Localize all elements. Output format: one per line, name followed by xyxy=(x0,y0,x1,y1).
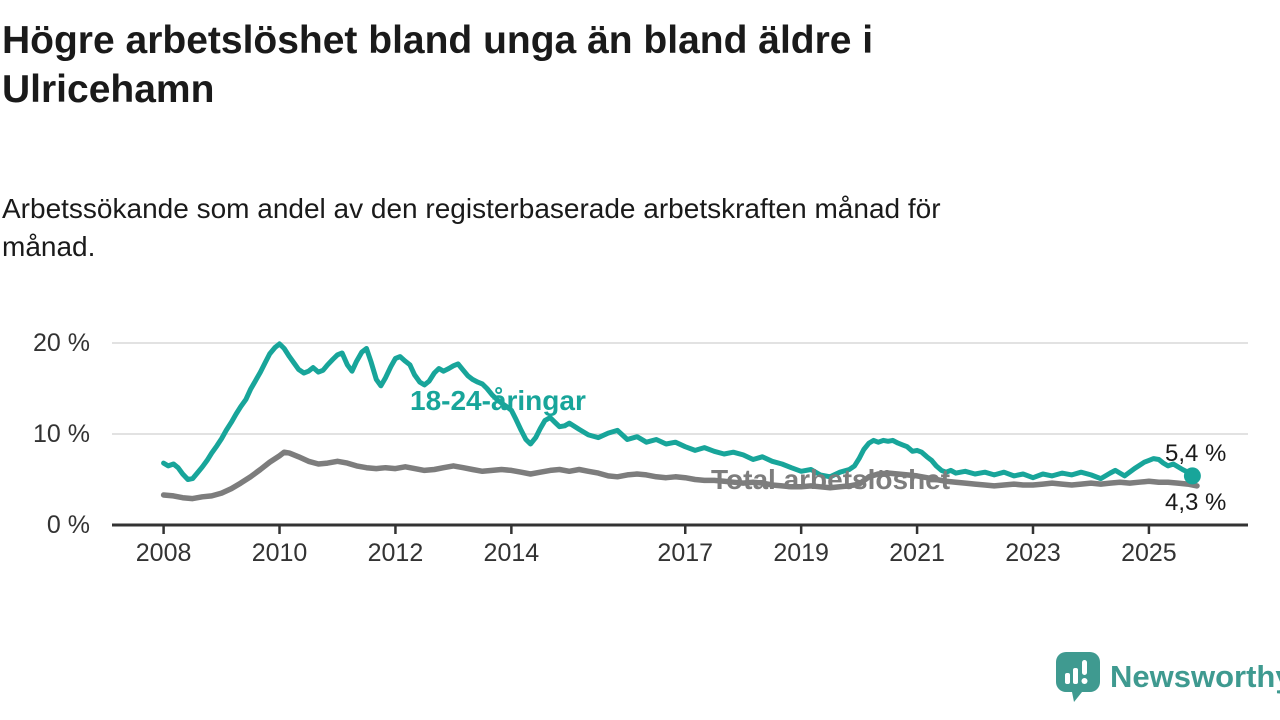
page-title-line2: Ulricehamn xyxy=(2,68,215,112)
page-subtitle: Arbetssökande som andel av den registerb… xyxy=(2,190,1192,267)
x-tick-label-2021: 2021 xyxy=(889,539,945,567)
x-tick-label-2014: 2014 xyxy=(484,539,540,567)
x-tick-label-2023: 2023 xyxy=(1005,539,1061,567)
end-value-label-total: 4,3 % xyxy=(1165,489,1227,516)
newsworthy-logo-icon xyxy=(1056,652,1100,702)
x-tick-label-2012: 2012 xyxy=(368,539,424,567)
x-tick-label-2019: 2019 xyxy=(773,539,829,567)
series-line-total xyxy=(160,449,1200,502)
series-end-dot-young xyxy=(1183,467,1201,485)
page-subtitle-line1: Arbetssökande som andel av den registerb… xyxy=(2,193,941,224)
y-tick-label-10: 10 % xyxy=(33,420,90,448)
page-title: Högre arbetslöshet bland unga än bland ä… xyxy=(2,16,1122,114)
end-value-label-young: 5,4 % xyxy=(1165,440,1227,467)
x-tick-label-2017: 2017 xyxy=(657,539,713,567)
series-label-total: Total arbetslöshet xyxy=(711,464,951,495)
page-title-line1: Högre arbetslöshet bland unga än bland ä… xyxy=(2,19,874,62)
newsworthy-logo: Newsworthy xyxy=(1054,650,1280,704)
x-tick-label-2025: 2025 xyxy=(1121,539,1177,567)
x-tick-label-2010: 2010 xyxy=(252,539,308,567)
series-label-young: 18-24-åringar xyxy=(410,385,586,416)
x-tick-label-2008: 2008 xyxy=(136,539,192,567)
page-subtitle-line2: månad. xyxy=(2,231,96,263)
y-tick-label-0: 0 % xyxy=(47,511,90,539)
series-line-young xyxy=(161,341,1195,482)
newsworthy-logo-text: Newsworthy xyxy=(1110,659,1280,694)
y-tick-label-20: 20 % xyxy=(33,329,90,357)
